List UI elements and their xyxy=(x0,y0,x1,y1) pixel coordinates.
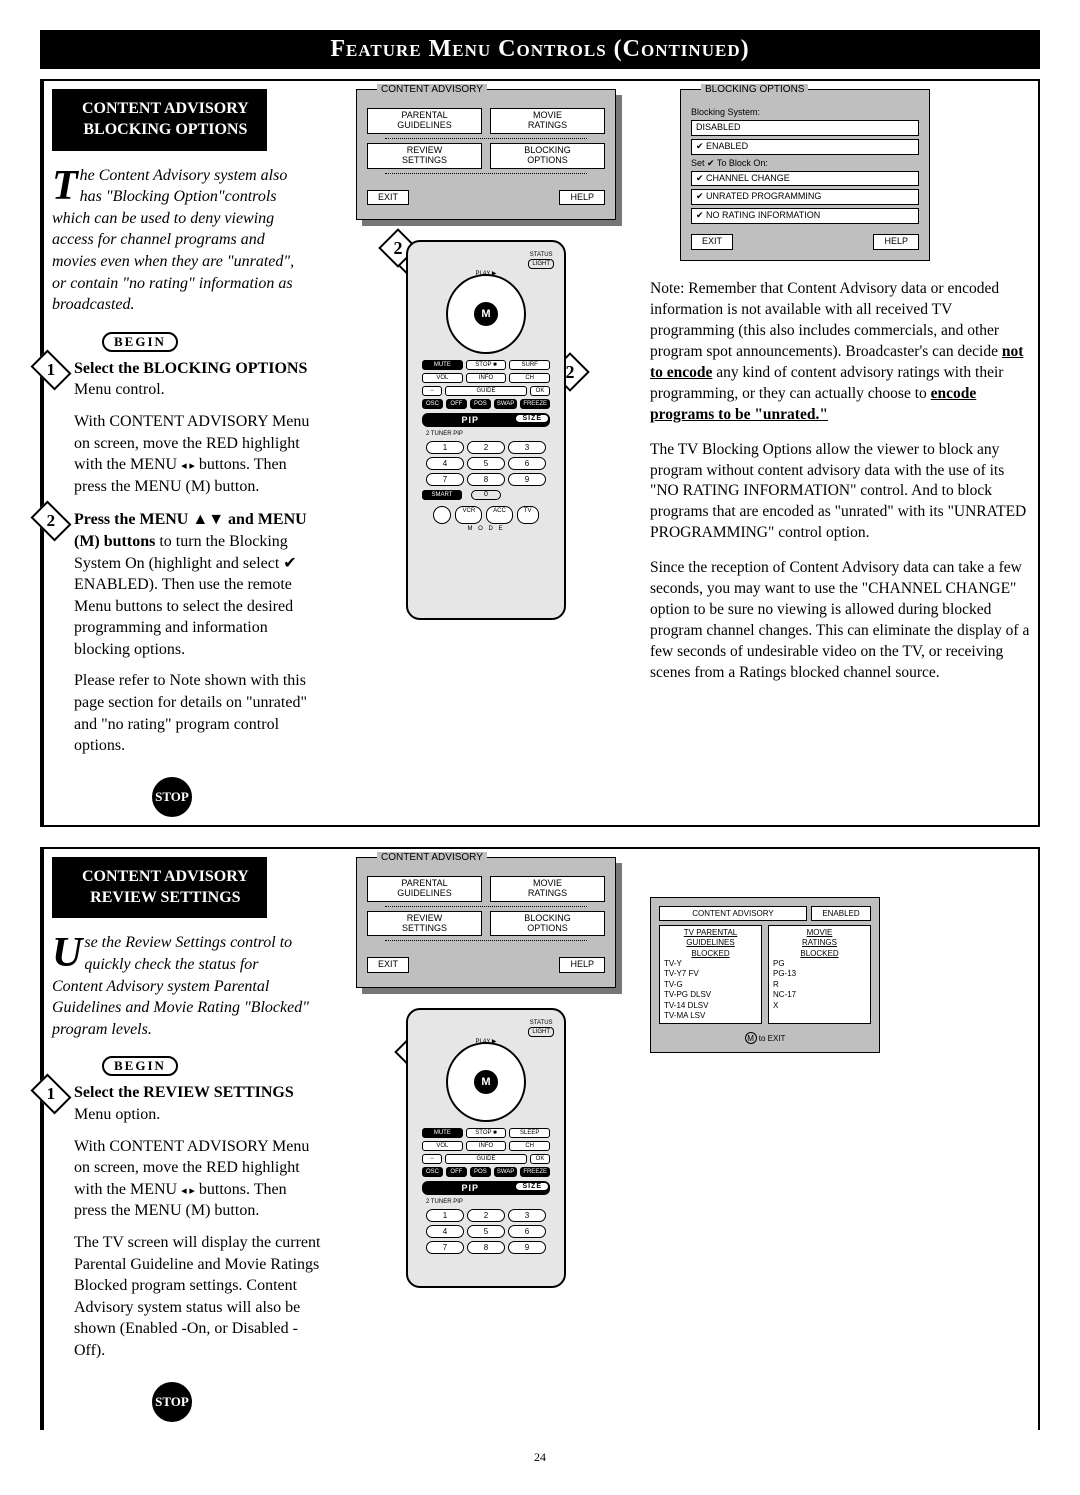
stop-label: STOP xyxy=(152,777,192,817)
block-unrated[interactable]: UNRATED PROGRAMMING xyxy=(691,189,919,205)
begin-label-2: BEGIN xyxy=(102,1056,178,1076)
block-no-rating[interactable]: NO RATING INFORMATION xyxy=(691,208,919,224)
title-line1: CONTENT ADVISORY xyxy=(82,100,249,117)
note-1: Note: Remember that Content Advisory dat… xyxy=(650,279,1030,425)
remote-pip[interactable]: PIP SIZE xyxy=(422,413,550,427)
page-number: 24 xyxy=(40,1450,1040,1465)
tv-parental-guidelines: TV PARENTAL GUIDELINES BLOCKED TV-Y TV-Y… xyxy=(659,925,762,1025)
remote-power[interactable] xyxy=(433,506,451,524)
osd-movie-ratings[interactable]: MOVIE RATINGS xyxy=(490,108,605,134)
review-foot: M to EXIT xyxy=(659,1032,871,1044)
osd-exit[interactable]: EXIT xyxy=(367,190,409,206)
note-3: Since the reception of Content Advisory … xyxy=(650,558,1030,684)
remote-numpad[interactable]: 123 456 789 xyxy=(426,441,546,486)
blocking-enabled[interactable]: ENABLED xyxy=(691,139,919,155)
remote-status: STATUS LIGHT xyxy=(528,252,554,269)
begin-label: BEGIN xyxy=(102,332,178,352)
remote-wrapper-2: 1 STATUSLIGHT PLAY ▶ MUTESTOP ■SLEEP VOL… xyxy=(406,1008,566,1288)
step2-1: 1 Select the REVIEW SETTINGS Menu option… xyxy=(52,1082,322,1361)
step-2: 2 Press the MENU ▲▼ and MENU (M) buttons… xyxy=(52,509,322,757)
nav-arrows-icon xyxy=(181,1181,195,1198)
osd-content-advisory-2: CONTENT ADVISORY PARENTAL GUIDELINES MOV… xyxy=(356,857,616,988)
section-review-settings: CONTENT ADVISORY REVIEW SETTINGS U se th… xyxy=(40,847,1040,1430)
step-number-1: 1 xyxy=(30,349,71,390)
osd-parental-guidelines[interactable]: PARENTAL GUIDELINES xyxy=(367,108,482,134)
block-channel-change[interactable]: CHANNEL CHANGE xyxy=(691,171,919,187)
remote-dpad[interactable] xyxy=(446,274,526,354)
stop-label-2: STOP xyxy=(152,1382,192,1422)
section1-intro: T he Content Advisory system also has "B… xyxy=(52,165,312,316)
step2-number-1: 1 xyxy=(30,1074,71,1115)
note-2: The TV Blocking Options allow the viewer… xyxy=(650,440,1030,545)
osd-review-settings[interactable]: REVIEW SETTINGS xyxy=(367,143,482,169)
movie-ratings-blocked: MOVIE RATINGS BLOCKED PG PG-13 R NC-17 X xyxy=(768,925,871,1025)
section2-intro: U se the Review Settings control to quic… xyxy=(52,932,312,1040)
osd-blocking-options[interactable]: BLOCKING OPTIONS xyxy=(490,143,605,169)
osd-content-advisory: CONTENT ADVISORY PARENTAL GUIDELINES MOV… xyxy=(356,89,616,220)
remote-control-2: STATUSLIGHT PLAY ▶ MUTESTOP ■SLEEP VOLIN… xyxy=(406,1008,566,1288)
step-1: 1 Select the BLOCKING OPTIONS Menu contr… xyxy=(52,358,322,498)
remote-wrapper: 1 2 2 STATUS LIGHT PLAY ▶ MUTE STOP ■ SU… xyxy=(406,240,566,620)
dropcap: T xyxy=(52,169,78,205)
remote-mute[interactable]: MUTE xyxy=(422,360,463,370)
blocking-disabled[interactable]: DISABLED xyxy=(691,120,919,136)
step-number-2: 2 xyxy=(30,501,71,542)
osd-help[interactable]: HELP xyxy=(559,190,605,206)
section1-title: CONTENT ADVISORY BLOCKING OPTIONS xyxy=(52,89,267,151)
section-blocking-options: CONTENT ADVISORY BLOCKING OPTIONS T he C… xyxy=(40,79,1040,827)
remote-control: STATUS LIGHT PLAY ▶ MUTE STOP ■ SURF VOL… xyxy=(406,240,566,620)
page-header: Feature Menu Controls (Continued) xyxy=(40,30,1040,69)
osd-blocking-options-panel: BLOCKING OPTIONS Blocking System: DISABL… xyxy=(680,89,930,261)
section2-title: CONTENT ADVISORY REVIEW SETTINGS xyxy=(52,857,267,919)
nav-arrows-icon xyxy=(181,456,195,473)
review-settings-panel: CONTENT ADVISORY ENABLED TV PARENTAL GUI… xyxy=(650,897,880,1054)
title-line2: BLOCKING OPTIONS xyxy=(83,121,247,138)
